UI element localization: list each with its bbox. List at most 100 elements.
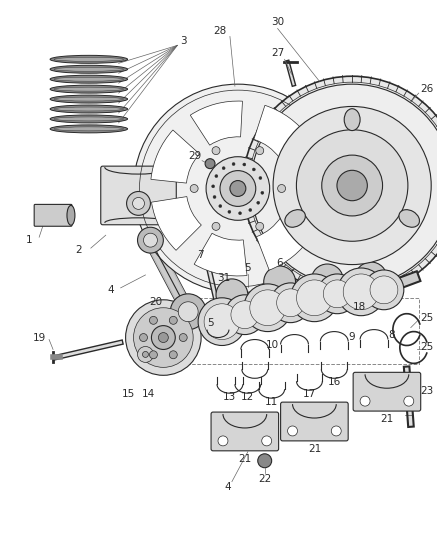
Text: 4: 4 bbox=[107, 285, 114, 295]
Circle shape bbox=[404, 396, 414, 406]
Text: 7: 7 bbox=[197, 250, 203, 260]
Circle shape bbox=[142, 351, 148, 358]
Ellipse shape bbox=[344, 109, 360, 131]
Bar bbox=[178, 298, 419, 365]
Ellipse shape bbox=[54, 58, 124, 61]
Ellipse shape bbox=[399, 209, 420, 227]
Text: 28: 28 bbox=[213, 27, 226, 36]
Circle shape bbox=[216, 279, 248, 311]
Ellipse shape bbox=[50, 75, 127, 83]
Circle shape bbox=[355, 262, 387, 294]
Circle shape bbox=[264, 266, 296, 298]
Text: 13: 13 bbox=[223, 392, 237, 402]
Circle shape bbox=[149, 317, 157, 324]
Circle shape bbox=[178, 302, 198, 321]
Circle shape bbox=[134, 84, 342, 293]
Circle shape bbox=[232, 163, 235, 166]
Circle shape bbox=[134, 308, 193, 367]
Ellipse shape bbox=[54, 67, 124, 71]
Wedge shape bbox=[254, 106, 309, 158]
Circle shape bbox=[262, 436, 272, 446]
Wedge shape bbox=[152, 197, 201, 251]
Circle shape bbox=[206, 157, 270, 220]
Text: 6: 6 bbox=[276, 258, 283, 268]
Text: 19: 19 bbox=[32, 333, 46, 343]
Circle shape bbox=[311, 264, 343, 296]
Ellipse shape bbox=[54, 117, 124, 121]
Circle shape bbox=[249, 208, 252, 212]
Circle shape bbox=[138, 346, 153, 362]
Circle shape bbox=[278, 184, 286, 192]
Circle shape bbox=[126, 300, 201, 375]
Circle shape bbox=[231, 301, 259, 329]
Text: 17: 17 bbox=[303, 389, 316, 399]
Circle shape bbox=[297, 280, 332, 316]
Circle shape bbox=[140, 334, 148, 342]
Wedge shape bbox=[151, 130, 199, 183]
Circle shape bbox=[218, 436, 228, 446]
Circle shape bbox=[159, 333, 168, 343]
Circle shape bbox=[170, 317, 177, 324]
Circle shape bbox=[212, 147, 220, 155]
Ellipse shape bbox=[54, 127, 124, 131]
Circle shape bbox=[219, 205, 222, 207]
Circle shape bbox=[213, 196, 216, 198]
Circle shape bbox=[337, 171, 367, 201]
Ellipse shape bbox=[50, 125, 127, 133]
Text: 8: 8 bbox=[389, 329, 395, 340]
Circle shape bbox=[364, 270, 404, 310]
Text: 15: 15 bbox=[122, 389, 135, 399]
Wedge shape bbox=[286, 157, 325, 211]
Circle shape bbox=[225, 295, 265, 335]
Ellipse shape bbox=[50, 115, 127, 123]
Text: 12: 12 bbox=[241, 392, 254, 402]
Circle shape bbox=[360, 396, 370, 406]
Text: 4: 4 bbox=[225, 482, 231, 491]
Circle shape bbox=[257, 201, 260, 204]
Circle shape bbox=[323, 280, 351, 308]
Circle shape bbox=[212, 222, 220, 230]
Circle shape bbox=[205, 159, 215, 168]
Text: 21: 21 bbox=[380, 414, 394, 424]
Circle shape bbox=[261, 191, 264, 195]
Ellipse shape bbox=[54, 77, 124, 81]
Circle shape bbox=[170, 294, 206, 329]
Ellipse shape bbox=[54, 107, 124, 111]
Text: 3: 3 bbox=[180, 36, 187, 46]
Circle shape bbox=[133, 197, 145, 209]
Circle shape bbox=[256, 147, 264, 155]
Ellipse shape bbox=[67, 205, 75, 225]
Circle shape bbox=[343, 274, 379, 310]
Ellipse shape bbox=[50, 65, 127, 73]
Circle shape bbox=[144, 233, 157, 247]
Text: 29: 29 bbox=[188, 151, 202, 161]
Circle shape bbox=[230, 181, 246, 197]
Ellipse shape bbox=[285, 209, 305, 227]
Text: 18: 18 bbox=[353, 302, 366, 312]
Circle shape bbox=[331, 426, 341, 436]
FancyBboxPatch shape bbox=[281, 402, 348, 441]
Circle shape bbox=[288, 426, 297, 436]
Text: 5: 5 bbox=[207, 318, 213, 328]
FancyBboxPatch shape bbox=[211, 412, 279, 451]
Text: 5: 5 bbox=[244, 263, 251, 273]
Text: 27: 27 bbox=[271, 49, 284, 58]
Circle shape bbox=[198, 298, 246, 345]
Text: 21: 21 bbox=[238, 454, 251, 464]
Text: 31: 31 bbox=[217, 273, 230, 283]
FancyBboxPatch shape bbox=[34, 204, 72, 226]
Text: 23: 23 bbox=[420, 386, 433, 396]
Wedge shape bbox=[287, 161, 325, 215]
Text: 30: 30 bbox=[271, 17, 284, 27]
Text: 20: 20 bbox=[149, 297, 162, 307]
Text: 2: 2 bbox=[76, 245, 82, 255]
Circle shape bbox=[220, 171, 256, 206]
Circle shape bbox=[370, 276, 398, 304]
Circle shape bbox=[318, 274, 357, 314]
Circle shape bbox=[322, 155, 382, 216]
Circle shape bbox=[138, 227, 163, 253]
FancyBboxPatch shape bbox=[353, 373, 421, 411]
Circle shape bbox=[256, 222, 264, 230]
Wedge shape bbox=[256, 216, 311, 270]
Text: 25: 25 bbox=[420, 313, 433, 322]
